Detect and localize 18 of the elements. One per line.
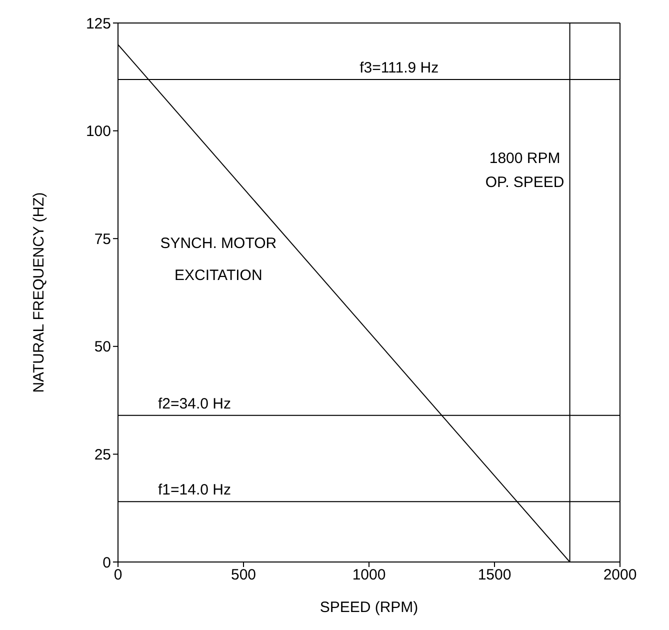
y-axis-title: NATURAL FREQUENCY (HZ) bbox=[30, 192, 48, 393]
x-tick-label: 0 bbox=[114, 566, 122, 584]
y-tick-label: 75 bbox=[94, 230, 111, 248]
y-tick-label: 125 bbox=[86, 15, 111, 32]
y-tick-label: 25 bbox=[94, 446, 111, 464]
ref-line-label: f3=111.9 Hz bbox=[360, 59, 439, 76]
annotation: SYNCH. MOTOR EXCITATION bbox=[160, 235, 277, 284]
ref-line-label: f1=14.0 Hz bbox=[158, 482, 231, 499]
x-axis-title: SPEED (RPM) bbox=[320, 599, 418, 616]
y-tick-label: 100 bbox=[86, 123, 111, 140]
x-tick-label: 1500 bbox=[478, 566, 512, 584]
y-tick-label: 50 bbox=[94, 338, 111, 356]
y-tick-label: 0 bbox=[102, 554, 111, 572]
x-tick-label: 2000 bbox=[603, 566, 637, 584]
ref-line-label: f2=34.0 Hz bbox=[158, 395, 231, 412]
ref-line-label: 1800 RPM OP. SPEED bbox=[485, 150, 564, 191]
x-tick-label: 1000 bbox=[352, 566, 386, 584]
x-tick-label: 500 bbox=[230, 566, 256, 584]
